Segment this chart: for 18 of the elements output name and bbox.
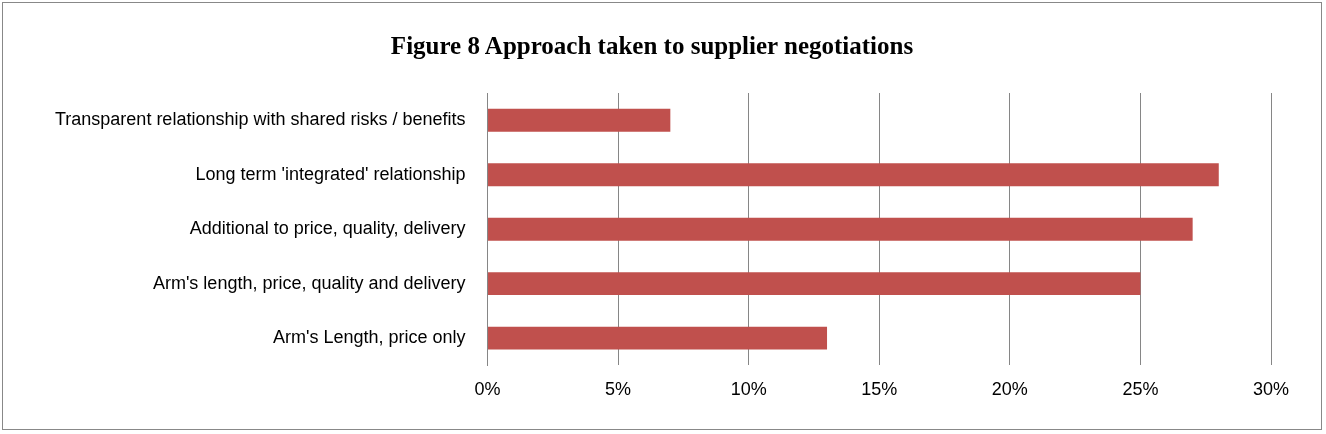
y-tick-label: Additional to price, quality, delivery bbox=[189, 218, 466, 239]
x-tick-label: 30% bbox=[1252, 379, 1290, 400]
bar bbox=[488, 272, 1141, 296]
bar bbox=[488, 108, 671, 132]
bar bbox=[488, 326, 828, 350]
x-tick-label: 0% bbox=[474, 379, 501, 400]
bar bbox=[488, 217, 1193, 241]
x-tick-label: 20% bbox=[991, 379, 1028, 400]
y-tick-label: Arm's length, price, quality and delivery bbox=[152, 272, 466, 293]
x-tick-label: 10% bbox=[730, 379, 767, 400]
x-tick-label: 15% bbox=[861, 379, 898, 400]
y-tick-label: Long term 'integrated' relationship bbox=[195, 163, 466, 184]
y-tick-label: Arm's Length, price only bbox=[273, 327, 466, 348]
x-tick-label: 5% bbox=[605, 379, 632, 400]
chart-title: Figure 8 Approach taken to supplier negotiations bbox=[390, 32, 914, 60]
y-tick-label: Transparent relationship with shared risks / benefits bbox=[55, 109, 466, 130]
x-tick-label: 25% bbox=[1122, 379, 1159, 400]
bar bbox=[488, 163, 1219, 187]
